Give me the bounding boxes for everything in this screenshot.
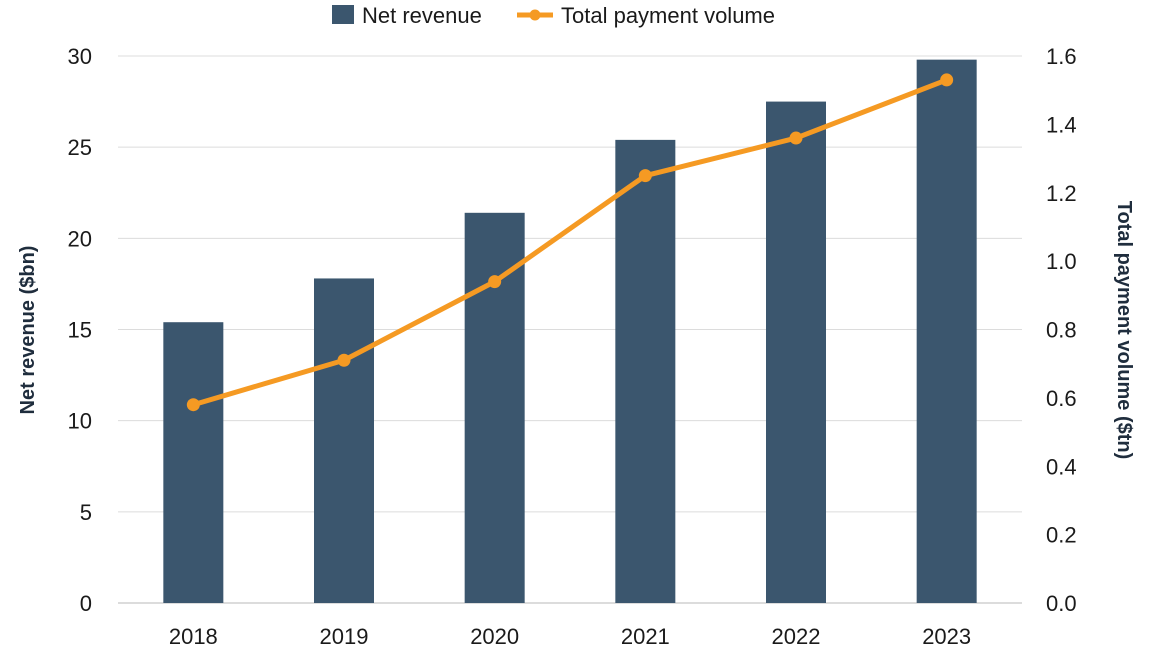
y-left-axis-ticks: 0 5 10 15 20 25 30 <box>68 44 92 616</box>
line-series-total-payment-volume <box>186 73 954 412</box>
y-right-axis-ticks: 0.0 0.2 0.4 0.6 0.8 1.0 1.2 1.4 1.6 <box>1046 44 1077 616</box>
y-left-tick-label: 30 <box>68 44 92 69</box>
y-right-tick-label: 0.0 <box>1046 591 1077 616</box>
line-point-2020 <box>488 275 502 289</box>
x-axis-ticks: 2018 2019 2020 2021 2022 2023 <box>169 624 971 649</box>
bar-2022 <box>766 101 826 603</box>
bar-2023 <box>916 59 977 603</box>
gridlines <box>118 55 1022 604</box>
y-left-tick-label: 20 <box>68 226 92 251</box>
line-point-2019 <box>337 353 351 367</box>
legend-label-total-payment-volume: Total payment volume <box>561 3 775 28</box>
legend-swatch-net-revenue <box>332 5 354 24</box>
y-right-tick-label: 0.6 <box>1046 386 1077 411</box>
y-right-tick-label: 0.2 <box>1046 523 1077 548</box>
y-right-tick-label: 0.8 <box>1046 318 1077 343</box>
y-left-axis-title: Net revenue ($bn) <box>17 246 39 415</box>
x-tick-label: 2020 <box>470 624 519 649</box>
y-right-axis-title: Total payment volume ($tn) <box>1113 201 1135 460</box>
y-left-tick-label: 10 <box>68 409 92 434</box>
bar-2018 <box>163 322 224 603</box>
line-point-2018 <box>186 398 200 412</box>
y-left-tick-label: 5 <box>80 500 92 525</box>
y-left-tick-label: 25 <box>68 135 92 160</box>
x-tick-label: 2023 <box>922 624 971 649</box>
line-path <box>190 77 950 408</box>
y-left-tick-label: 0 <box>80 591 92 616</box>
bar-2021 <box>615 139 676 603</box>
y-right-tick-label: 1.2 <box>1046 181 1077 206</box>
x-tick-label: 2018 <box>169 624 218 649</box>
y-right-tick-label: 1.4 <box>1046 112 1077 137</box>
bar-2020 <box>464 212 525 603</box>
y-right-tick-label: 1.6 <box>1046 44 1077 69</box>
x-tick-label: 2019 <box>320 624 369 649</box>
legend-swatch-marker-total-payment-volume <box>529 9 541 21</box>
line-point-2022 <box>789 131 803 145</box>
bar-2019 <box>314 278 374 603</box>
y-right-tick-label: 1.0 <box>1046 249 1077 274</box>
legend-label-net-revenue: Net revenue <box>362 3 482 28</box>
line-point-2021 <box>638 169 652 183</box>
legend: Net revenue Total payment volume <box>332 3 775 28</box>
y-left-tick-label: 15 <box>68 318 92 343</box>
line-point-2023 <box>940 73 954 87</box>
x-tick-label: 2022 <box>772 624 821 649</box>
y-right-tick-label: 0.4 <box>1046 454 1077 479</box>
bar-series-net-revenue <box>163 59 977 603</box>
x-tick-label: 2021 <box>621 624 670 649</box>
